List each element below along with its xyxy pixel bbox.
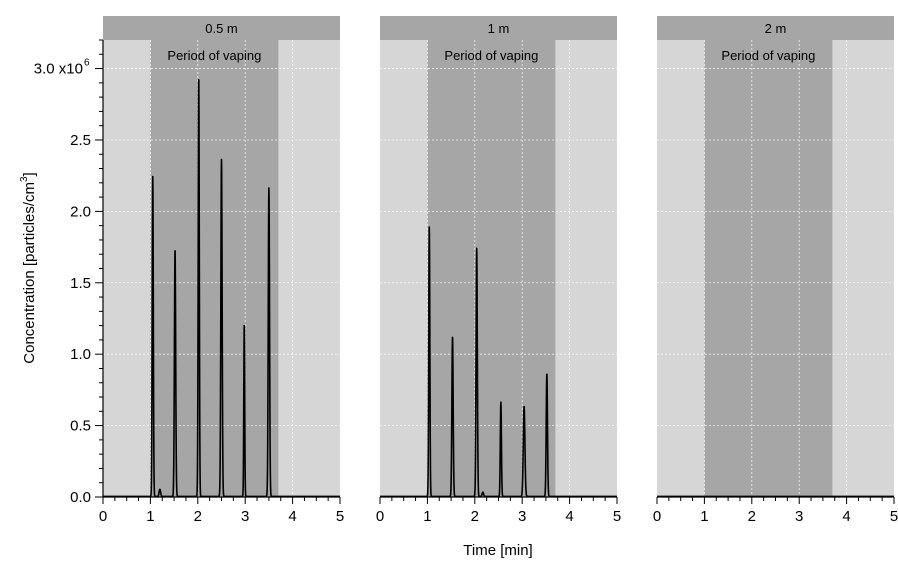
x-tick-label: 3 (241, 508, 249, 525)
band-label: Period of vaping (721, 48, 815, 63)
x-tick-label: 1 (700, 508, 708, 525)
y-tick-label: 0.5 (70, 418, 91, 435)
x-tick-label: 4 (565, 508, 573, 525)
panel-1: Period of vaping 0.5 m 0 1 2 3 4 5 (99, 16, 344, 525)
panel-2: Period of vaping 1 m 0 1 2 3 4 5 (376, 16, 621, 525)
x-tick-label: 2 (194, 508, 202, 525)
x-tick-label: 1 (423, 508, 431, 525)
panel-title: 0.5 m (205, 21, 238, 36)
x-tick-label: 4 (288, 508, 296, 525)
x-tick-label: 0 (99, 508, 107, 525)
y-tick-label: 2.5 (70, 132, 91, 149)
x-tick-label: 0 (653, 508, 661, 525)
vaping-period-band (704, 40, 833, 497)
vaping-period-band (427, 40, 556, 497)
x-tick-label: 5 (890, 508, 898, 525)
y-tick-label: 0.0 (70, 489, 91, 506)
x-tick-label: 1 (146, 508, 154, 525)
band-label: Period of vaping (167, 48, 261, 63)
y-tick-label: 1.0 (70, 346, 91, 363)
y-axis: 0.0 0.5 1.0 1.5 2.0 2.5 3.0 x10 6 (34, 39, 104, 506)
x-tick-label: 2 (471, 508, 479, 525)
x-tick-label: 3 (795, 508, 803, 525)
y-tick-label: 3.0 x10 (34, 61, 83, 78)
panel-title-bar (657, 16, 894, 40)
panel-3: Period of vaping 2 m 0 1 2 3 4 5 (653, 16, 898, 525)
x-tick-label: 2 (748, 508, 756, 525)
y-axis-label: Concentration [particles/cm3] (19, 172, 38, 363)
band-label: Period of vaping (444, 48, 538, 63)
y-tick-label: 1.5 (70, 275, 91, 292)
panel-title-bar (380, 16, 617, 40)
x-tick-label: 5 (336, 508, 344, 525)
x-tick-label: 3 (518, 508, 526, 525)
x-tick-label: 0 (376, 508, 384, 525)
vaping-period-band (150, 40, 279, 497)
panel-title: 2 m (765, 21, 787, 36)
x-tick-label: 4 (842, 508, 850, 525)
x-axis-label: Time [min] (463, 542, 532, 559)
y-tick-label: 2.0 (70, 203, 91, 220)
x-tick-label: 5 (613, 508, 621, 525)
y-exponent: 6 (84, 58, 90, 69)
panel-title-bar (103, 16, 340, 40)
panel-title: 1 m (488, 21, 510, 36)
